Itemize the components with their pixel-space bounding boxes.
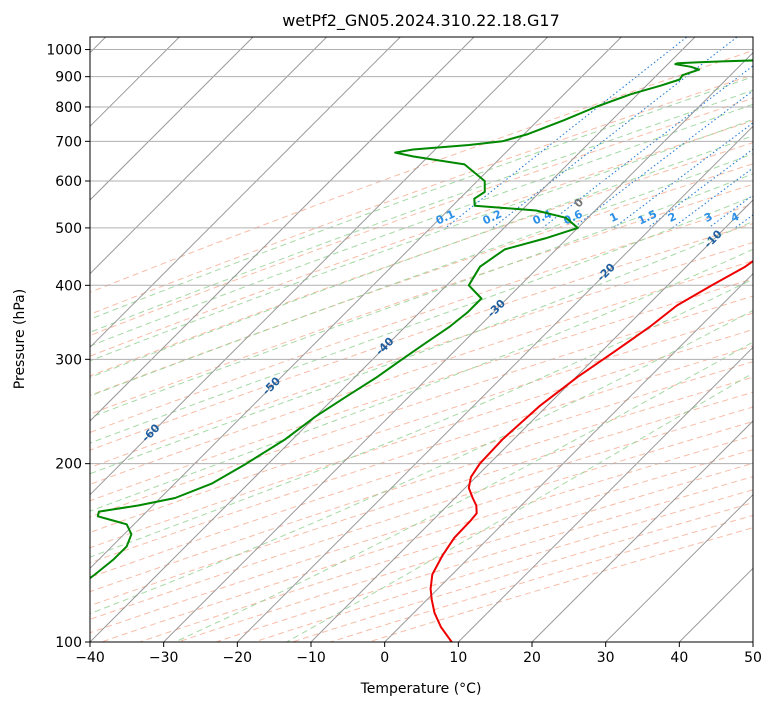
moist-adiabat-line [90, 135, 753, 378]
mixing-ratio-label: 6 [768, 210, 775, 225]
y-tick-label: 600 [55, 174, 82, 190]
mixing-ratio-label: 3 [702, 210, 714, 225]
x-tick-label: 30 [597, 650, 615, 666]
dry-adiabat-line [176, 462, 753, 642]
dry-adiabat-line [90, 241, 753, 469]
y-tick-label: 400 [55, 278, 82, 294]
moist-adiabat-line [173, 341, 753, 642]
y-tick-label: 900 [55, 70, 82, 86]
mixing-ratio-line [734, 214, 753, 229]
mixing-ratio-line [445, 37, 688, 229]
chart-title: wetPf2_GN05.2024.310.22.18.G17 [282, 11, 560, 31]
mixing-ratio-label: 1 [607, 210, 619, 225]
dry-adiabat-line [90, 391, 753, 607]
dewpoint-series-line [90, 59, 753, 580]
x-tick-label: −40 [75, 650, 105, 666]
isotherm-line [90, 37, 549, 496]
isotherms [90, 37, 753, 642]
x-tick-label: −10 [296, 650, 326, 666]
dry-adiabat-line [90, 203, 753, 433]
x-tick-label: 0 [380, 650, 389, 666]
mixing-ratio-line [708, 194, 753, 229]
plot-frame [89, 36, 754, 643]
isotherm-line [90, 37, 623, 570]
isotherm-line [457, 346, 753, 642]
mixing-ratio-label: 0.2 [481, 207, 504, 227]
dry-adiabat-line [90, 163, 753, 396]
isotherm-line [90, 37, 475, 422]
moist-adiabat-line [90, 220, 753, 475]
x-tick-label: 40 [670, 650, 688, 666]
y-tick-label: 800 [55, 100, 82, 116]
dry-adiabat-line [90, 183, 753, 415]
y-tick-label: 1000 [46, 43, 82, 59]
dry-adiabat-line [328, 514, 753, 642]
mixing-ratio-line [572, 90, 753, 229]
y-tick-label: 700 [55, 134, 82, 150]
moist-adiabat-line [90, 153, 753, 397]
moist-adiabat-line [90, 248, 753, 512]
dry-adiabat-line [90, 329, 753, 549]
isotherm-line [90, 37, 402, 349]
isotherm-line [531, 420, 753, 642]
moist-adiabats [90, 76, 753, 642]
y-axis-ticks: 100 200 300 400 500 600 700 800 900 1000 [46, 43, 90, 651]
y-tick-label: 300 [55, 352, 82, 368]
moist-adiabat-label: 10 [760, 162, 775, 182]
mixing-ratio-label: 2 [666, 210, 678, 225]
y-tick-label: 500 [55, 221, 82, 237]
x-tick-label: 10 [449, 650, 467, 666]
line-labels: -100-90-80-70-60-50-40-30-20-100.10.20.4… [15, 162, 775, 494]
x-tick-label: −20 [223, 650, 253, 666]
dry-adiabat-line [214, 476, 753, 642]
y-axis-label: Pressure (hPa) [12, 289, 28, 389]
moist-adiabat-line [90, 278, 753, 558]
x-tick-label: 50 [744, 650, 762, 666]
isotherm-label: -70 [15, 471, 38, 494]
dry-adiabat-line [290, 502, 753, 642]
plot-area: -100-90-80-70-60-50-40-30-20-100.10.20.4… [15, 37, 775, 642]
isotherm-line [383, 272, 753, 642]
isotherm-line [604, 493, 753, 642]
isotherm-line [236, 125, 753, 642]
moist-adiabat-line [285, 372, 753, 642]
moist-adiabat-line [90, 103, 753, 347]
mixing-ratio-line [647, 148, 753, 229]
mixing-ratio-line [672, 167, 753, 229]
mixing-ratio-line [492, 37, 738, 229]
y-tick-label: 100 [55, 635, 82, 651]
moist-adiabat-label: 0 [572, 195, 587, 210]
pressure-gridlines [90, 49, 753, 642]
y-tick-label: 200 [55, 457, 82, 473]
isotherm-line [90, 37, 696, 642]
mixing-ratio-label: 0.1 [434, 207, 457, 227]
dry-adiabat-line [90, 361, 753, 578]
dry-adiabat-line [138, 449, 753, 642]
isotherm-line [162, 51, 753, 642]
dry-adiabat-line [90, 278, 753, 502]
isotherm-line [310, 199, 753, 642]
temperature-series-line [429, 259, 753, 642]
x-axis-ticks: −40 −30 −20 −10 0 10 20 30 40 50 [75, 642, 762, 666]
moist-adiabat-line [90, 118, 753, 362]
sounding-series [90, 59, 753, 642]
x-axis-label: Temperature (°C) [360, 681, 482, 697]
isotherm-line [90, 37, 328, 275]
x-tick-label: −30 [149, 650, 179, 666]
dry-adiabat-line [90, 295, 753, 518]
isotherm-line [90, 37, 254, 201]
x-tick-label: 20 [523, 650, 541, 666]
